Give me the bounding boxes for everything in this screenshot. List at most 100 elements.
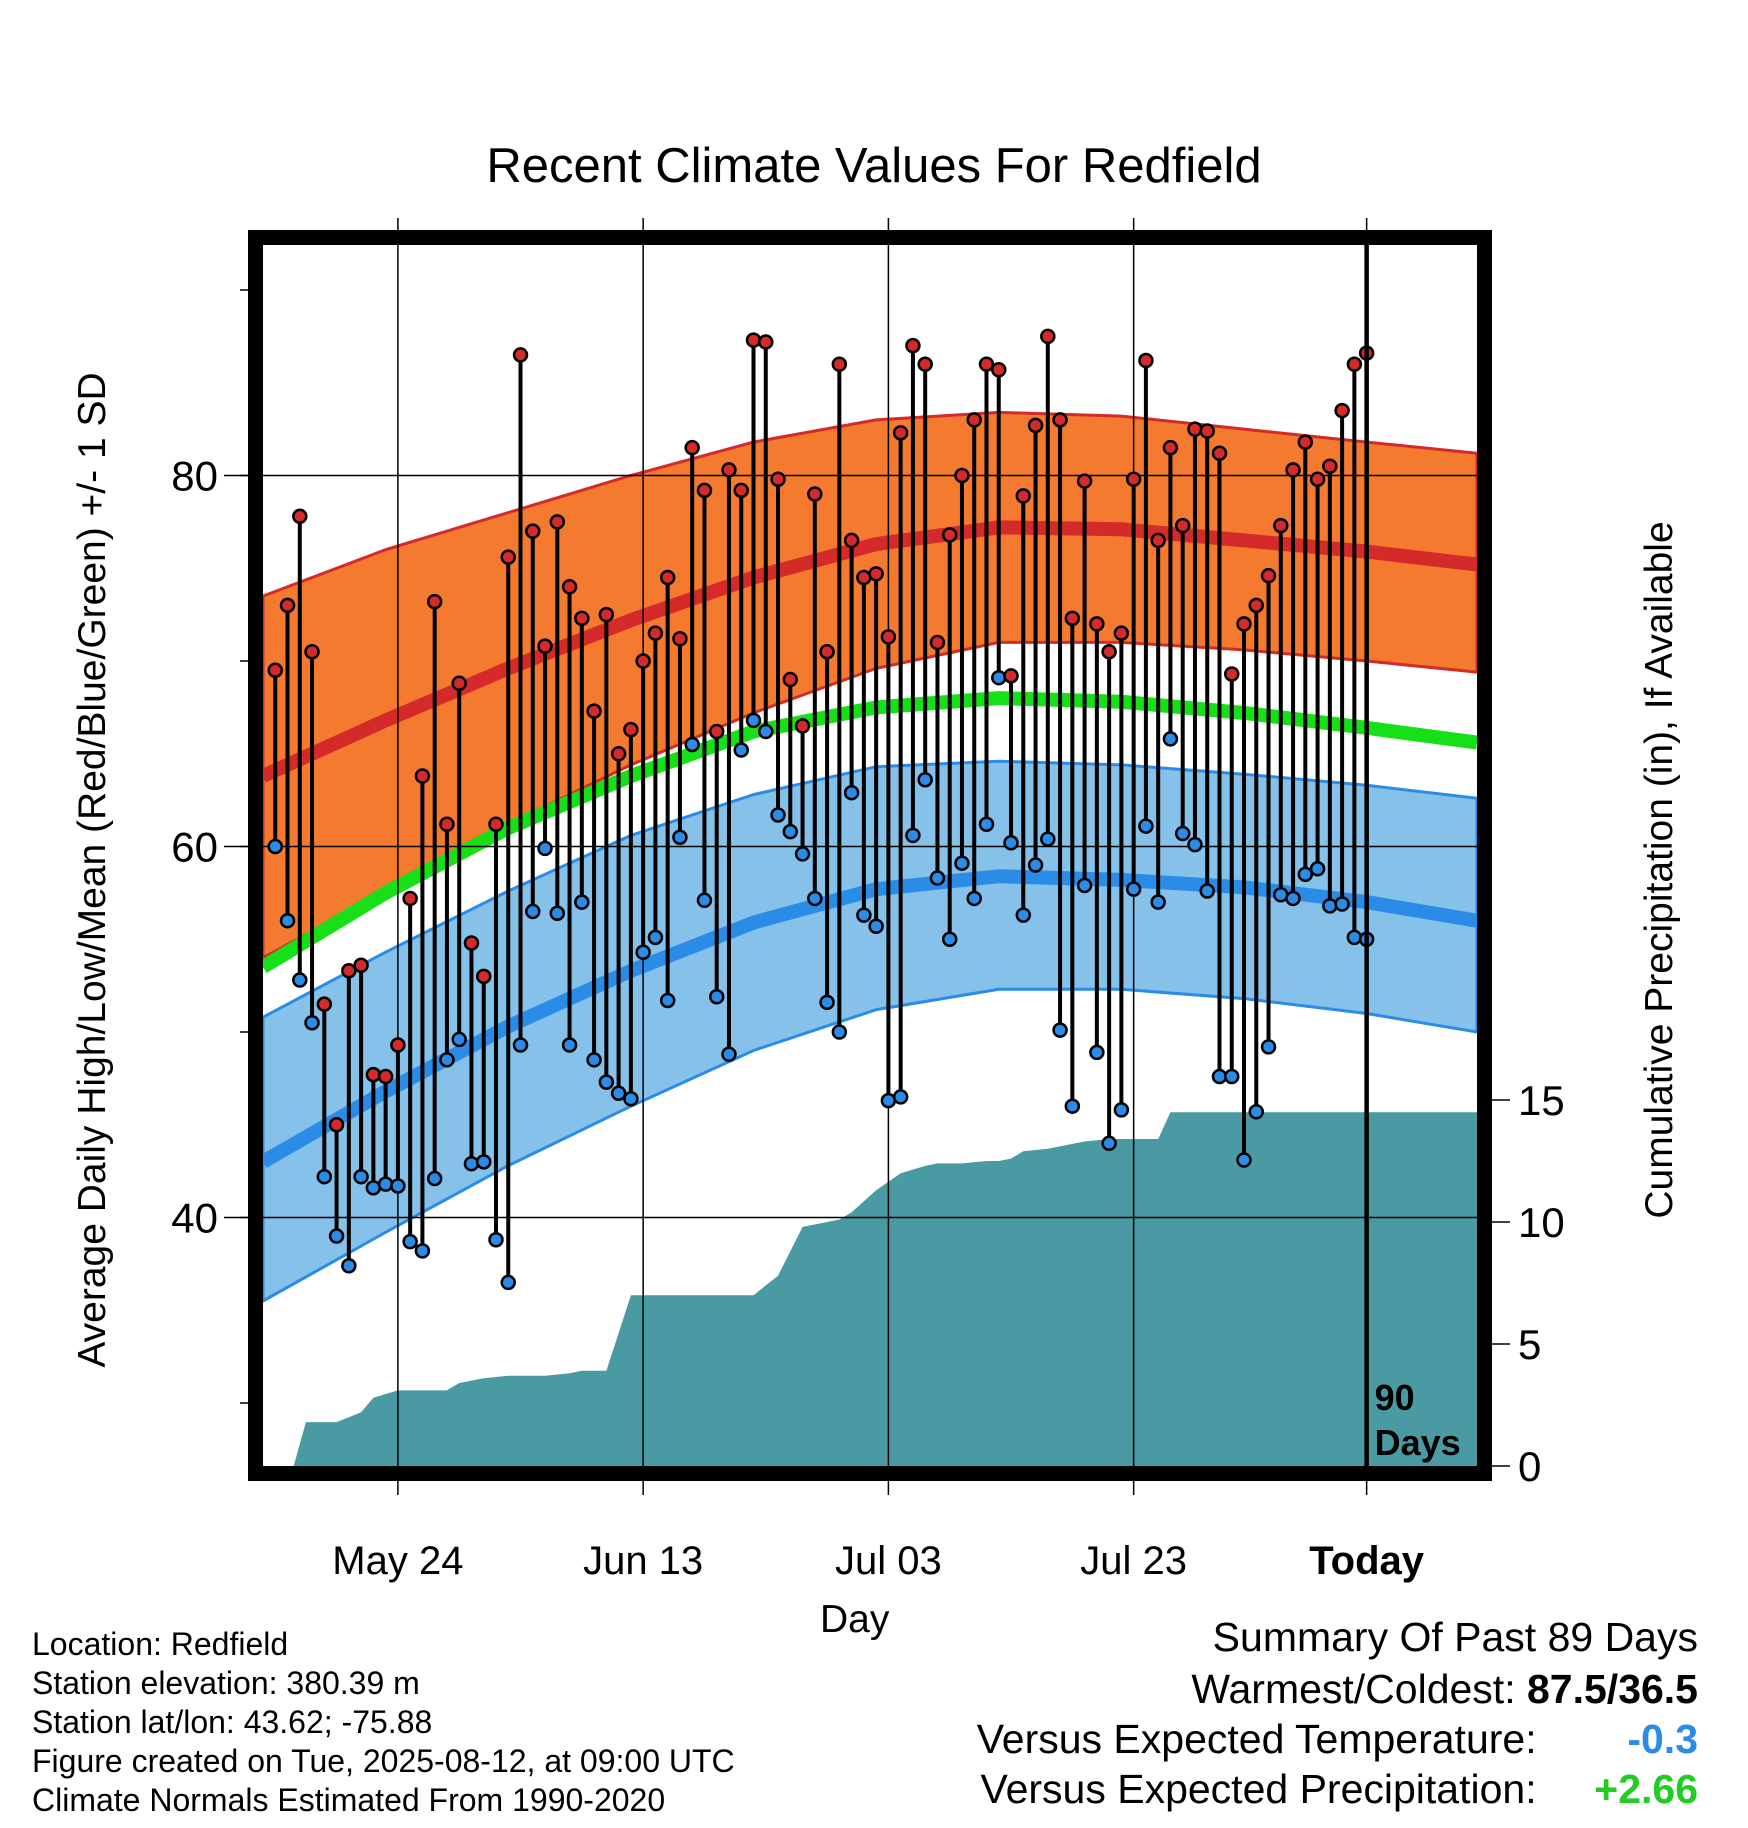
y-left-tick-label: 60 [171, 824, 218, 871]
low-point [770, 807, 786, 823]
high-point [868, 566, 884, 582]
low-point [475, 1154, 492, 1170]
high-point [917, 356, 933, 372]
low-point [463, 1155, 480, 1172]
station-info: Location: Redfield Station elevation: 38… [32, 1625, 735, 1820]
precip-label: Versus Expected Precipitation: [980, 1766, 1537, 1812]
high-point [843, 532, 860, 549]
high-point [1273, 517, 1289, 534]
info-created: Figure created on Tue, 2025-08-12, at 09… [32, 1743, 735, 1779]
low-point [353, 1168, 369, 1185]
high-point [794, 718, 811, 734]
high-point [1223, 666, 1240, 682]
high-point [377, 1068, 394, 1085]
high-point [353, 957, 369, 973]
high-point [316, 996, 333, 1012]
summary-heading: Summary Of Past 89 Days [1212, 1614, 1698, 1660]
high-point [1285, 462, 1301, 478]
low-point [991, 669, 1007, 686]
low-point [745, 712, 762, 729]
high-point [365, 1066, 382, 1083]
x-tick-label: Today [1309, 1539, 1425, 1583]
low-point [696, 892, 713, 909]
high-point [1236, 616, 1252, 632]
high-point [721, 462, 737, 478]
high-point [929, 634, 946, 651]
low-point [966, 890, 982, 907]
high-point [292, 508, 308, 525]
low-point [512, 1037, 529, 1053]
high-point [745, 332, 762, 348]
low-point [1076, 877, 1093, 894]
high-point [708, 723, 725, 740]
low-point [1089, 1044, 1105, 1061]
high-point [966, 412, 982, 428]
high-point [1113, 625, 1130, 641]
low-point [1040, 831, 1056, 847]
high-point [279, 597, 296, 614]
high-point [598, 606, 615, 623]
low-point [1138, 818, 1154, 834]
chart-title: Recent Climate Values For Redfield [486, 139, 1262, 193]
low-point [292, 972, 308, 988]
low-point [451, 1031, 467, 1048]
low-point [1248, 1104, 1265, 1120]
low-point [1125, 881, 1142, 897]
high-point [1076, 473, 1093, 489]
temp-value: -0.3 [1627, 1716, 1698, 1762]
high-point [1187, 421, 1203, 437]
low-point [390, 1178, 406, 1194]
high-point [991, 362, 1007, 378]
high-point [647, 625, 664, 641]
low-point [426, 1170, 443, 1187]
high-point [439, 816, 455, 832]
low-point [1150, 894, 1166, 910]
low-point [328, 1228, 345, 1244]
high-point [402, 890, 418, 907]
high-point [1052, 412, 1068, 428]
low-point [782, 823, 799, 840]
high-point [1162, 439, 1179, 456]
low-point [1174, 825, 1191, 842]
high-point [659, 569, 676, 586]
low-point [1187, 836, 1203, 853]
high-point [856, 569, 872, 586]
low-point [843, 784, 860, 801]
low-point [1162, 731, 1179, 747]
high-point [807, 486, 823, 502]
low-point [1322, 898, 1338, 914]
high-point [488, 816, 504, 832]
low-point [1003, 835, 1019, 851]
high-point [451, 675, 467, 692]
high-point [782, 671, 799, 688]
high-point [892, 425, 909, 441]
high-point [1015, 488, 1032, 504]
high-point [414, 768, 431, 784]
low-point [758, 723, 774, 740]
low-point [978, 816, 995, 832]
high-point [304, 643, 320, 660]
low-point [316, 1168, 333, 1185]
high-point [1309, 471, 1326, 487]
low-point [892, 1089, 909, 1105]
low-point [1273, 886, 1289, 903]
normal-high-band [263, 410, 1477, 960]
high-point [463, 935, 480, 951]
high-point [610, 746, 627, 762]
high-point [819, 643, 835, 660]
low-point [1015, 907, 1032, 923]
high-point [623, 721, 639, 738]
low-point [659, 992, 676, 1009]
low-point [488, 1232, 504, 1248]
precip-value: +2.66 [1594, 1766, 1698, 1812]
low-point [794, 846, 811, 862]
high-point [328, 1117, 345, 1133]
low-point [647, 929, 664, 946]
high-point [770, 471, 786, 487]
summary-row-temperature: Versus Expected Temperature: -0.3 [977, 1714, 1698, 1764]
low-point [929, 870, 946, 886]
low-point [721, 1046, 737, 1063]
low-point [831, 1024, 848, 1040]
y-right-tick-label: 10 [1518, 1199, 1565, 1246]
low-point [377, 1176, 394, 1192]
